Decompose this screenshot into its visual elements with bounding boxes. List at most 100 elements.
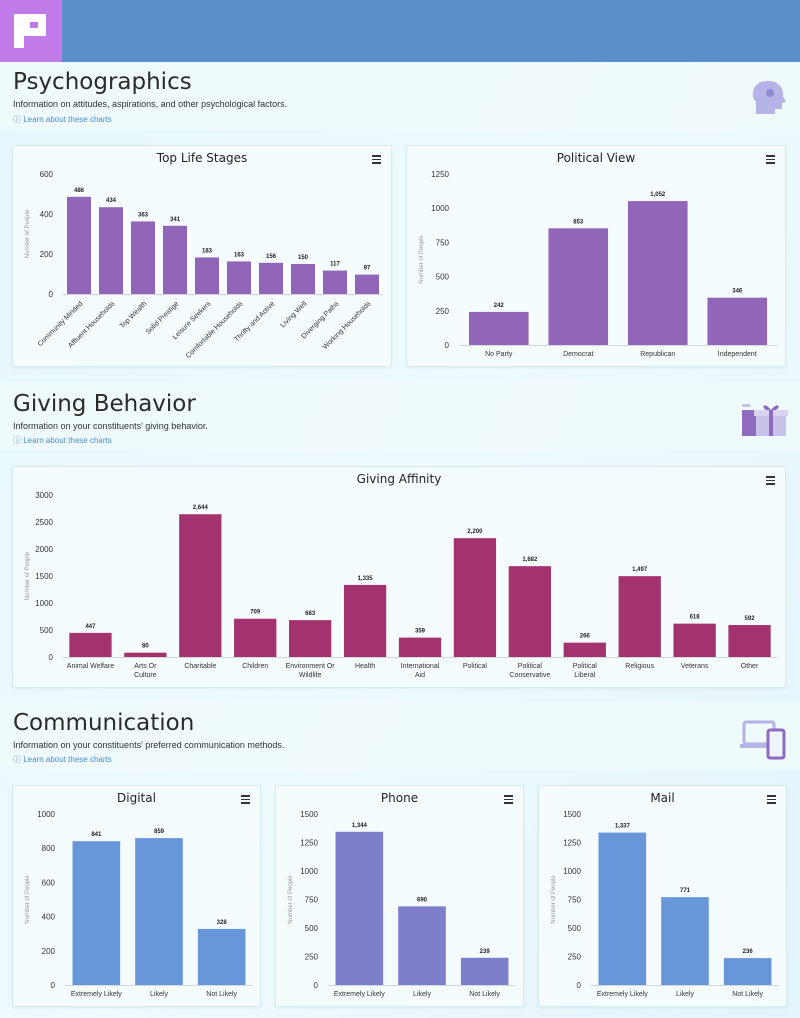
bar <box>135 838 183 985</box>
giving-header <box>0 382 800 450</box>
y-tick-label: 1000 <box>300 867 318 876</box>
x-tick-label-line: Other <box>741 663 759 670</box>
y-tick-label: 750 <box>568 896 582 905</box>
data-label: 486 <box>74 188 85 194</box>
x-tick-label: Children <box>242 663 268 670</box>
y-tick-label: 0 <box>445 341 450 350</box>
menu-icon[interactable] <box>767 795 776 804</box>
x-tick-label: Veterans <box>681 663 709 670</box>
y-axis-label: Number of People <box>419 235 425 284</box>
top-bar <box>0 0 800 62</box>
section-title: Giving Behavior <box>13 391 196 417</box>
y-tick-label: 1500 <box>35 572 53 581</box>
data-label: 1,497 <box>632 567 648 573</box>
app-logo[interactable] <box>0 0 62 62</box>
x-tick-label-line: Extremely Likely <box>334 991 385 998</box>
y-axis-label: Number of People <box>551 875 557 924</box>
bar <box>323 270 347 294</box>
y-tick-label: 1250 <box>563 839 581 848</box>
learn-more-link[interactable]: ⓘ Learn about these charts <box>13 755 112 764</box>
data-label: 150 <box>298 255 309 261</box>
data-label: 2,200 <box>467 529 483 535</box>
y-tick-label: 750 <box>436 238 450 247</box>
chart-card-phone: Phone 0 250 500 750 1000 1250 1500 Number of Pe… <box>275 785 524 1007</box>
x-tick-label: Charitable <box>184 663 216 670</box>
data-label: 2,644 <box>193 505 209 511</box>
chart-title: Phone <box>380 791 419 805</box>
section-description: Information on your constituents' prefer… <box>13 740 285 750</box>
x-tick-label: Solid Prestige <box>145 300 181 336</box>
bar <box>548 228 609 345</box>
data-label: 363 <box>138 212 149 218</box>
bar <box>618 576 661 657</box>
x-tick-label-line: Extremely Likely <box>597 991 648 998</box>
x-tick-label: Comfortable Households <box>185 300 245 360</box>
y-tick-label: 500 <box>436 273 450 282</box>
x-tick-label: Not Likely <box>469 991 500 998</box>
bar <box>468 311 529 345</box>
bar-chart-mail: 0 250 500 750 1000 1250 1500 Number of People 1,… <box>551 810 779 998</box>
learn-more-link[interactable]: ⓘ Learn about these charts <box>13 115 112 124</box>
x-tick-label: Democrat <box>563 351 593 358</box>
x-tick-label: Extremely Likely <box>597 991 648 998</box>
menu-icon[interactable] <box>504 795 513 804</box>
x-tick-label-line: Not Likely <box>469 991 500 998</box>
bar <box>335 831 384 985</box>
bar <box>723 958 772 985</box>
bar <box>508 566 551 657</box>
y-tick-label: 250 <box>436 307 450 316</box>
x-tick-label: Political Conservative <box>509 663 550 679</box>
x-tick-label: Environment Or Wildlife <box>286 663 336 679</box>
y-axis-label: Number of People <box>288 875 294 924</box>
bar <box>234 618 277 657</box>
bar <box>124 652 167 657</box>
y-tick-label: 1000 <box>563 867 581 876</box>
x-tick-label: Religious <box>625 663 654 670</box>
bar <box>131 221 155 294</box>
data-label: 1,052 <box>650 192 666 198</box>
x-tick-label-line: Animal Welfare <box>67 663 114 670</box>
data-label: 618 <box>690 615 701 621</box>
bar <box>563 642 606 657</box>
bar <box>69 632 112 657</box>
data-label: 1,337 <box>615 824 631 830</box>
x-tick-label: Not Likely <box>732 991 763 998</box>
y-tick-label: 200 <box>42 947 56 956</box>
learn-more-link[interactable]: ⓘ Learn about these charts <box>13 436 112 445</box>
x-tick-label: International Aid <box>401 663 440 679</box>
y-tick-label: 0 <box>49 290 54 299</box>
x-tick-label: Animal Welfare <box>67 663 114 670</box>
bar <box>195 257 219 294</box>
bar <box>355 274 379 294</box>
chart-card-giving-affinity: Giving Affinity 0 500 1000 1500 2000 2500 3000… <box>12 466 786 688</box>
data-label: 841 <box>91 832 102 838</box>
chart-title: Digital <box>117 791 156 805</box>
y-tick-label: 500 <box>40 626 54 635</box>
x-tick-label: Likely <box>150 991 168 998</box>
x-tick-label-line: Political <box>463 663 488 670</box>
y-tick-label: 800 <box>42 844 56 853</box>
bar <box>598 832 647 985</box>
x-tick-label-line: No Party <box>485 351 513 358</box>
data-label: 1,682 <box>522 557 538 563</box>
bar <box>661 897 709 985</box>
communication-header <box>0 702 800 770</box>
menu-icon[interactable] <box>766 155 775 164</box>
menu-icon[interactable] <box>372 155 381 164</box>
menu-icon[interactable] <box>241 795 250 804</box>
data-label: 328 <box>217 920 228 926</box>
x-tick-label: Political Liberal <box>573 663 598 679</box>
x-tick-label: Independent <box>718 351 757 358</box>
x-tick-label-line: Republican <box>640 351 675 358</box>
menu-icon[interactable] <box>766 476 775 485</box>
data-label: 266 <box>580 634 591 640</box>
section-description: Information on attitudes, aspirations, a… <box>13 99 288 109</box>
data-label: 690 <box>417 897 428 903</box>
y-tick-label: 500 <box>305 924 319 933</box>
x-tick-label-line: Veterans <box>681 663 709 670</box>
x-tick-label-line: Not Likely <box>732 991 763 998</box>
x-tick-label-line: Charitable <box>184 663 216 670</box>
x-tick-label: Other <box>741 663 759 670</box>
x-tick-label: Living Well <box>280 300 309 329</box>
